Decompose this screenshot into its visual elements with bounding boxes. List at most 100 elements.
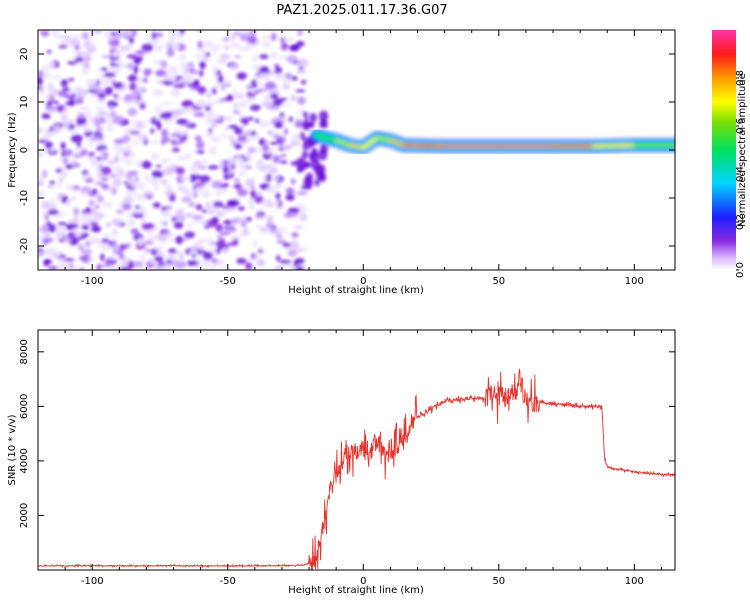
spectrogram-noise-blob [38,76,44,86]
spectrogram-x-tick-label: -100 [81,276,104,287]
spectrogram-noise-blob [159,112,172,120]
spectrogram-noise-blob [82,145,87,150]
spectrogram-noise-blob [49,198,57,208]
spectrogram-noise-blob [45,105,58,112]
spectrogram-noise-blob [196,140,205,150]
spectrogram-noise-blob [233,55,242,59]
spectrogram-noise-blob [150,152,160,161]
spectrogram-noise-blob [237,188,248,197]
colorbar-ticks: 0.0 0.2 0.4 0.6 0.8 [735,70,746,278]
spectrogram-noise-blob [135,193,146,201]
spectrogram-noise-blob [90,238,103,245]
spectrogram-noise-blob [290,161,302,166]
spectrogram-noise-blob [181,106,193,114]
spectrogram-x-tick-label: 0 [360,276,366,287]
spectrogram-noise-blob [56,183,63,189]
spectrogram-noise-blob [161,101,173,106]
spectrogram-noise-blob [262,154,270,160]
colorbar: 0.0 0.2 0.4 0.6 0.8 Normalized spectral ampl… [712,30,748,278]
spectrogram-noise-blob [45,96,53,101]
spectrogram-noise-blob [200,189,211,198]
spectrogram-noise-blob [285,187,295,195]
spectrogram-noise-blob [223,264,229,270]
spectrogram-noise-blob [49,180,56,185]
spectrogram-noise-blob [68,219,78,225]
spectrogram-noise-blob [83,42,89,48]
spectrogram-noise-blob [254,253,260,262]
spectrogram-noise-blob [139,101,146,110]
spectrogram-noise-blob [60,79,68,88]
spectrogram-noise-blob [258,137,265,146]
spectrogram-noise-blob [206,132,215,138]
spectrogram-noise-blob [257,207,264,212]
spectrogram-noise-blob [217,234,222,240]
spectrogram-noise-blob [109,36,119,40]
spectrogram-noise-blob [318,110,329,122]
spectrogram-noise-blob [228,199,240,206]
spectrogram-noise-blob [175,166,186,175]
spectrogram-noise-blob [178,254,185,261]
spectrogram-noise-blob [162,137,171,143]
spectrogram-noise-blob [295,89,306,93]
spectrogram-noise-blob [126,218,136,228]
spectrogram-noise-blob [125,159,132,166]
spectrogram-noise-blob [100,253,105,262]
spectrogram-noise-blob [296,40,305,47]
colorbar-tick-label: 0.2 [735,214,746,230]
spectrogram-noise-blob [139,134,149,142]
spectrogram-noise-blob [201,258,212,267]
spectrogram-noise-blob [140,253,146,262]
spectrogram-noise-blob [149,177,160,186]
spectrogram-noise-blob [279,37,286,43]
spectrogram-noise-blob [212,45,223,49]
spectrogram-noise-blob [255,118,260,124]
spectrogram-noise-blob [174,260,187,269]
spectrogram-noise-blob [89,84,96,90]
spectrogram-noise-blob [154,45,162,53]
spectrogram-noise-blob [249,104,261,111]
spectrogram-noise-blob [101,54,110,58]
spectrogram-noise-blob [40,206,45,210]
spectrogram-noise-blob [60,115,68,121]
snr-series-line [38,368,675,570]
spectrogram-noise-blob [94,118,101,128]
spectrogram-noise-blob [293,225,304,229]
spectrogram-noise-blob [76,116,87,126]
spectrogram-noise-blob [62,237,72,243]
spectrogram-noise-blob [233,103,239,109]
spectrogram-noise-blob [121,30,134,37]
spectrogram-noise-blob [105,115,114,124]
spectrogram-noise-blob [237,170,247,176]
spectrogram-noise-blob [232,217,241,223]
spectrogram-noise-blob [46,50,52,54]
spectrogram-noise-blob [115,30,123,39]
snr-x-tick-label: -100 [81,576,104,587]
spectrogram-noise-blob [113,48,123,58]
spectrogram-noise-blob [261,40,273,48]
spectrogram-noise-blob [144,248,152,253]
spectrogram-noise-blob [85,110,91,118]
spectrogram-noise-blob [118,148,128,153]
spectrogram-noise-blob [100,79,110,86]
spectrogram-noise-blob [234,127,243,135]
spectrogram-noise-blob [61,120,70,128]
spectrogram-noise-blob [250,65,261,69]
spectrogram-noise-blob [217,75,224,83]
spectrogram-noise-blob [68,78,75,82]
spectrogram-noise-blob [214,136,221,143]
spectrogram-noise-blob [222,220,233,225]
spectrogram-noise-blob [50,147,55,153]
spectrogram-noise-blob [141,223,153,230]
spectrogram-noise-blob [179,53,187,61]
spectrogram-noise-blob [87,89,98,94]
spectrogram-noise-blob [141,213,148,219]
spectrogram-noise-blob [290,178,296,185]
spectrogram-noise-blob [123,196,134,204]
spectrogram-noise-blob [275,192,281,201]
track-core-segment [315,134,338,142]
spectrogram-noise-blob [144,239,154,246]
spectrogram-noise-blob [275,73,286,79]
spectrogram-noise-blob [107,105,115,110]
spectrogram-noise-blob [264,81,276,90]
spectrogram-noise-blob [258,84,265,91]
